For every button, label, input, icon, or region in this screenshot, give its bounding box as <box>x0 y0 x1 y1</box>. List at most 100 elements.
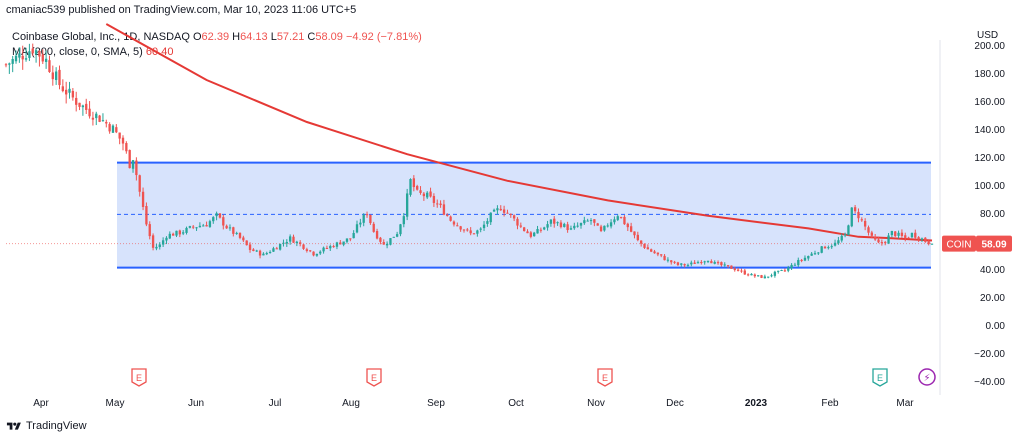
candle-body <box>884 242 887 244</box>
candle-body <box>108 124 111 132</box>
candle-body <box>783 270 787 272</box>
earnings-event-label: E <box>602 373 608 383</box>
candle-body <box>369 214 372 224</box>
candle-body <box>900 232 904 236</box>
candle-body <box>593 219 596 223</box>
x-tick-label: May <box>106 398 125 409</box>
candle-body <box>302 244 305 249</box>
earnings-event-icon <box>131 368 147 387</box>
candle-body <box>245 240 248 246</box>
candle-body <box>823 246 827 249</box>
candle-body <box>228 227 232 229</box>
x-tick-label: Dec <box>666 398 684 409</box>
candle-body <box>773 271 777 276</box>
candle-body <box>432 196 436 203</box>
candle-body <box>128 150 131 169</box>
candle-body <box>329 246 332 249</box>
candle-body <box>583 220 586 224</box>
candle-body <box>155 246 158 249</box>
candle-body <box>61 86 64 92</box>
candle-body <box>653 251 656 254</box>
candle-body <box>68 88 71 93</box>
candle-body <box>760 275 763 278</box>
candle-body <box>282 242 285 244</box>
high-label: H <box>232 31 241 43</box>
candle-body <box>543 227 546 230</box>
publisher-line: cmaniac539 published on TradingView.com,… <box>6 4 357 16</box>
low-label: L <box>270 31 277 43</box>
candle-body <box>616 216 619 220</box>
candle-body <box>111 125 115 133</box>
y-tick-label: 120.00 <box>974 153 1005 164</box>
candle-body <box>34 50 38 55</box>
candle-body <box>777 270 780 272</box>
candle-body <box>121 137 125 144</box>
candle-body <box>877 239 880 243</box>
candle-body <box>141 191 145 207</box>
candle-body <box>131 160 135 169</box>
candle-body <box>148 224 151 237</box>
candle-body <box>930 243 934 245</box>
candle-body <box>352 232 355 239</box>
candle-body <box>192 226 195 228</box>
candle-body <box>215 213 218 217</box>
candle-body <box>650 249 653 252</box>
candle-body <box>920 238 924 240</box>
candle-body <box>395 234 399 237</box>
candle-body <box>436 203 439 205</box>
candle-body <box>492 209 496 212</box>
candle-body <box>890 230 894 236</box>
candle-body <box>639 240 643 244</box>
candle-body <box>28 51 31 58</box>
close-value: 58.09 <box>315 31 343 43</box>
candle-body <box>847 225 850 236</box>
ticker-name[interactable]: Coinbase Global, Inc., 1D, NASDAQ <box>12 31 190 43</box>
candle-body <box>686 264 690 266</box>
candle-body <box>365 214 369 216</box>
candle-body <box>95 113 98 119</box>
ma-legend[interactable]: MA (200, close, 0, SMA, 5) 60.40 <box>12 46 173 58</box>
candle-body <box>232 227 235 234</box>
candle-body <box>145 206 148 225</box>
candle-body <box>576 225 579 227</box>
candle-body <box>278 243 282 250</box>
symbol-badge <box>942 235 976 252</box>
candle-body <box>666 259 670 261</box>
candle-body <box>426 192 429 198</box>
high-value: 64.13 <box>240 31 268 43</box>
candle-body <box>85 103 88 110</box>
candle-body <box>723 264 726 266</box>
candle-body <box>265 253 268 255</box>
candle-body <box>683 264 686 266</box>
candle-body <box>780 270 783 272</box>
earnings-event-icon <box>366 368 382 387</box>
candle-body <box>18 53 21 58</box>
candle-body <box>720 262 723 266</box>
candle-body <box>793 264 797 266</box>
candle-body <box>248 244 252 250</box>
candle-body <box>168 233 171 239</box>
currency-label: USD <box>977 30 999 41</box>
x-tick-label: Oct <box>508 398 524 409</box>
candle-body <box>917 237 920 240</box>
candle-body <box>746 274 750 276</box>
candle-body <box>262 253 265 256</box>
footer-brand: TradingView <box>26 420 87 432</box>
candle-body <box>31 48 34 54</box>
candle-body <box>4 64 8 66</box>
candle-body <box>205 225 208 227</box>
candle-body <box>502 209 506 213</box>
candle-body <box>740 270 743 272</box>
candle-body <box>405 193 409 217</box>
candle-body <box>325 248 329 250</box>
footer[interactable]: TradingView <box>6 420 87 432</box>
candle-body <box>459 226 462 230</box>
candle-body <box>770 275 773 277</box>
candle-body <box>158 244 161 248</box>
x-tick-label: Nov <box>587 398 605 409</box>
candle-body <box>894 231 897 237</box>
candle-body <box>750 273 753 276</box>
candle-body <box>867 227 870 233</box>
candle-body <box>138 175 141 192</box>
